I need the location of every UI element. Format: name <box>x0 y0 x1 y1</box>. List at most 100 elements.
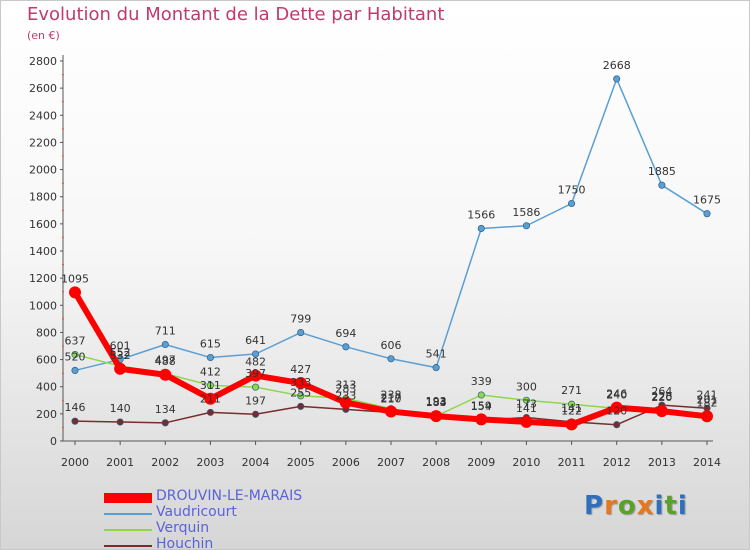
x-tick-label: 2001 <box>106 456 134 469</box>
data-point <box>430 410 443 423</box>
y-tick-label: 600 <box>36 354 57 367</box>
data-label: 217 <box>381 392 402 405</box>
data-point <box>116 418 124 426</box>
data-label: 264 <box>651 385 672 398</box>
y-tick-label: 1000 <box>29 299 57 312</box>
legend-swatch <box>104 545 152 547</box>
x-tick-label: 2000 <box>61 456 89 469</box>
data-point <box>206 353 214 362</box>
logo-letter: i <box>654 491 665 521</box>
data-point <box>387 355 395 363</box>
data-label: 246 <box>606 388 627 401</box>
data-point <box>475 413 488 426</box>
x-tick-label: 2005 <box>287 456 315 469</box>
data-label: 1885 <box>648 165 676 178</box>
data-point <box>477 391 485 399</box>
data-label: 197 <box>245 394 266 407</box>
y-minor-dot <box>62 182 64 184</box>
data-label: 606 <box>381 339 402 352</box>
y-minor-dot <box>62 155 64 157</box>
data-point <box>206 381 214 389</box>
data-point <box>658 181 666 189</box>
data-label: 397 <box>245 367 266 380</box>
y-minor-dot <box>62 100 64 103</box>
data-point <box>71 417 79 425</box>
data-label: 140 <box>110 402 131 415</box>
data-point <box>522 222 530 230</box>
data-label: 641 <box>245 334 266 347</box>
data-point <box>522 396 530 404</box>
data-label: 488 <box>155 355 176 368</box>
legend-label: Vaudricourt <box>156 504 237 520</box>
data-label: 240 <box>606 388 627 401</box>
data-point <box>71 350 79 359</box>
series-layer <box>69 75 713 431</box>
logo-letter: i <box>677 491 688 521</box>
y-minor-dot <box>62 426 64 429</box>
data-label: 183 <box>426 396 447 409</box>
y-minor-dot <box>62 345 64 347</box>
data-point <box>206 408 214 416</box>
data-label: 482 <box>245 356 266 369</box>
y-minor-dot <box>62 128 64 130</box>
x-tick-label: 2014 <box>693 456 721 469</box>
data-label: 122 <box>561 404 582 417</box>
data-label: 141 <box>561 402 582 415</box>
data-label: 311 <box>200 379 221 392</box>
series-vaudricourt <box>71 75 711 374</box>
y-minor-dot <box>62 209 64 212</box>
y-tick-label: 2800 <box>29 55 57 68</box>
legend-item: Houchin <box>104 536 364 549</box>
x-tick-label: 2006 <box>332 456 360 469</box>
data-label: 799 <box>290 313 311 326</box>
logo-letter: t <box>664 491 678 521</box>
data-label: 300 <box>516 380 537 393</box>
x-tick-label: 2012 <box>603 456 631 469</box>
chart-subtitle: (en €) <box>27 29 60 42</box>
data-label: 159 <box>471 399 492 412</box>
y-tick-label: 2000 <box>29 164 57 177</box>
legend-item: Vaudricourt <box>104 504 364 521</box>
logo-letter: x <box>636 491 655 521</box>
data-label: 2668 <box>603 59 631 72</box>
data-label: 339 <box>471 375 492 388</box>
data-point <box>294 377 307 390</box>
data-point <box>385 405 397 418</box>
data-label: 184 <box>426 396 447 409</box>
data-label: 241 <box>697 388 718 401</box>
data-point <box>204 392 217 405</box>
proxiti-logo: Proxiti <box>584 491 688 521</box>
series-drouvin-le-marais <box>69 286 713 431</box>
data-point <box>252 350 260 358</box>
y-tick-label: 1200 <box>29 272 57 285</box>
data-point <box>159 368 172 381</box>
y-minor-dot <box>62 236 64 239</box>
data-label: 120 <box>606 405 627 418</box>
y-tick-label: 1400 <box>29 245 57 258</box>
y-tick-label: 400 <box>36 381 57 394</box>
data-label: 313 <box>335 379 356 392</box>
data-point <box>297 402 305 410</box>
data-point <box>297 329 305 337</box>
data-label: 637 <box>65 335 86 348</box>
data-label: 1095 <box>61 272 89 285</box>
logo-letter: r <box>604 491 618 521</box>
y-tick-label: 200 <box>36 408 57 421</box>
data-label: 238 <box>381 389 402 402</box>
x-tick-label: 2011 <box>558 456 586 469</box>
data-label: 271 <box>561 384 582 397</box>
data-label: 182 <box>697 396 718 409</box>
y-tick-label: 0 <box>50 435 57 448</box>
data-point <box>71 366 79 374</box>
x-tick-label: 2004 <box>242 456 270 469</box>
data-label: 552 <box>110 346 131 359</box>
data-point <box>610 401 623 414</box>
data-label: 255 <box>290 386 311 399</box>
data-point <box>161 419 169 427</box>
data-point <box>342 343 350 351</box>
data-label: 134 <box>155 403 176 416</box>
logo-letter: o <box>617 491 637 521</box>
y-minor-dot <box>62 263 64 266</box>
legend-swatch <box>104 493 152 503</box>
